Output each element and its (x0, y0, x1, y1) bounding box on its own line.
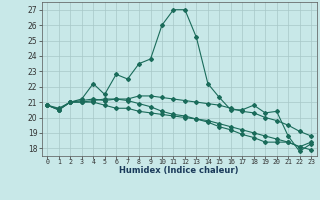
X-axis label: Humidex (Indice chaleur): Humidex (Indice chaleur) (119, 166, 239, 175)
